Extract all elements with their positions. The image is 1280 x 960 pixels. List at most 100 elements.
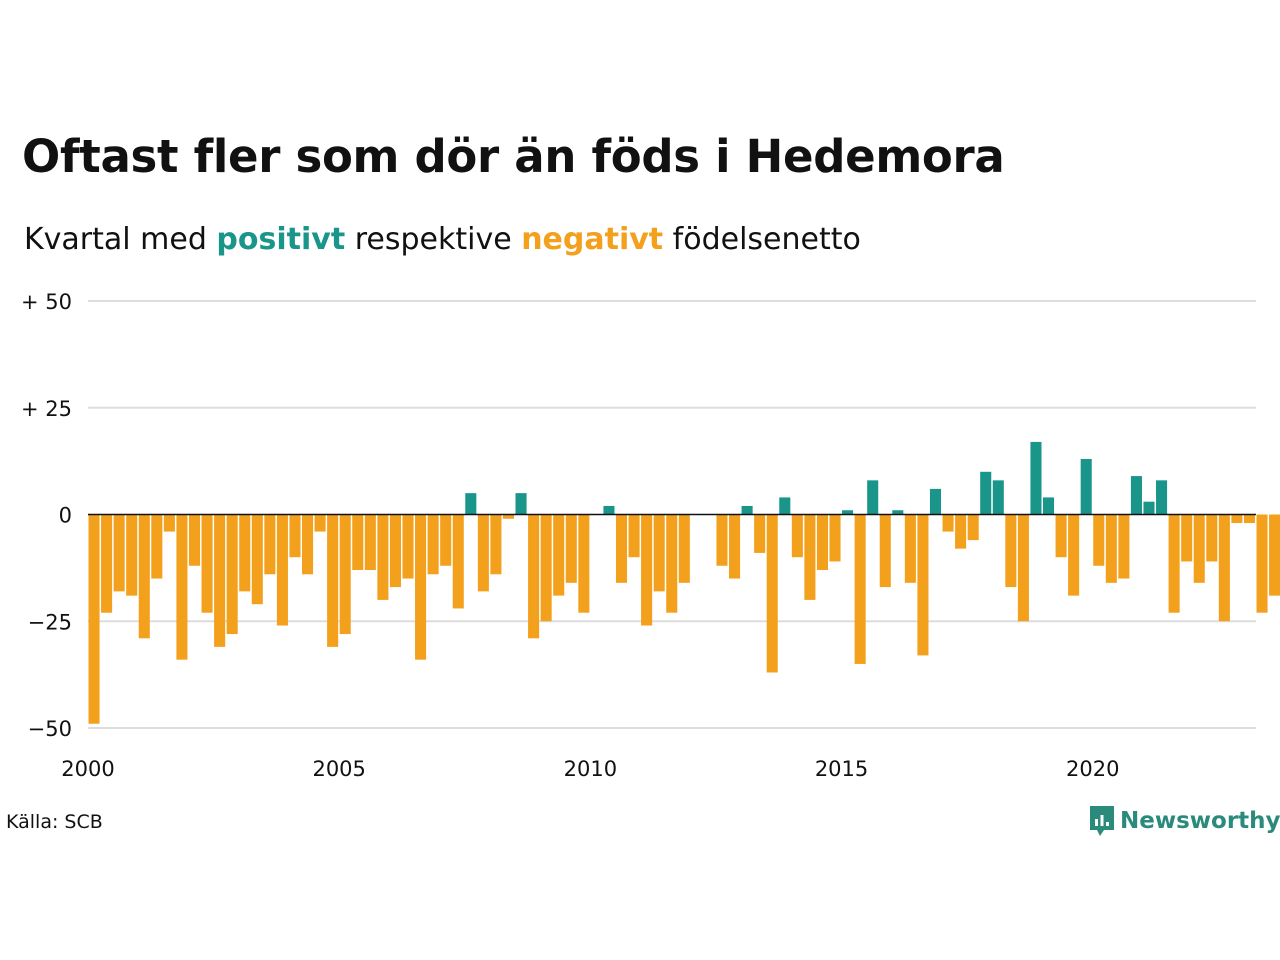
bar xyxy=(1093,514,1105,566)
bar-chart: + 50 + 25 0 −25 −50 2000 2005 2010 2015 2020 xyxy=(21,290,1280,781)
bar xyxy=(791,514,803,558)
bar xyxy=(779,497,791,515)
bar xyxy=(402,514,414,579)
bar xyxy=(1005,514,1017,588)
bar xyxy=(515,493,527,515)
bar xyxy=(628,514,640,558)
bar xyxy=(427,514,439,575)
x-tick-label: 2010 xyxy=(564,757,617,781)
bar xyxy=(904,514,916,583)
bar xyxy=(729,514,741,579)
bar xyxy=(1017,514,1029,622)
y-tick-label: −25 xyxy=(28,610,72,634)
bar xyxy=(502,514,515,519)
bar xyxy=(754,514,766,553)
bar xyxy=(553,514,565,596)
bar xyxy=(415,514,427,660)
bar xyxy=(201,514,213,613)
bar xyxy=(452,514,464,609)
bar xyxy=(490,514,502,575)
x-tick-label: 2000 xyxy=(61,757,114,781)
bar xyxy=(1243,514,1255,524)
chart-title: Oftast fler som dör än föds i Hedemora xyxy=(22,130,1005,183)
bar xyxy=(1206,514,1218,562)
bar xyxy=(766,514,778,673)
bar xyxy=(465,493,477,515)
bar xyxy=(741,505,753,515)
bar xyxy=(528,514,540,639)
newsworthy-logo-icon xyxy=(1090,806,1114,836)
bar xyxy=(276,514,288,626)
bar xyxy=(289,514,301,558)
subtitle-positive-label: positivt xyxy=(216,222,346,257)
bar xyxy=(477,514,489,592)
y-tick-label: + 25 xyxy=(21,397,72,421)
bar xyxy=(641,514,653,626)
y-tick-label: 0 xyxy=(59,504,72,528)
bar xyxy=(1218,514,1230,622)
bar xyxy=(1030,441,1042,515)
y-tick-label: + 50 xyxy=(21,290,72,314)
bar xyxy=(816,514,828,571)
bar xyxy=(1156,480,1168,515)
bar xyxy=(892,510,904,515)
x-tick-label: 2015 xyxy=(815,757,868,781)
bar xyxy=(113,514,125,592)
brand-name: Newsworthy xyxy=(1120,808,1280,834)
bar xyxy=(578,514,590,613)
bar xyxy=(854,514,866,664)
bar xyxy=(1118,514,1130,579)
bar xyxy=(1181,514,1193,562)
bar xyxy=(678,514,690,583)
bar xyxy=(151,514,163,579)
bar xyxy=(188,514,201,566)
chart-subtitle: Kvartal med positivt respektive negativt… xyxy=(24,222,861,257)
bar xyxy=(842,510,854,515)
bar xyxy=(314,514,326,532)
bar xyxy=(389,514,401,588)
x-tick-label: 2005 xyxy=(312,757,365,781)
bar xyxy=(615,514,628,583)
subtitle-negative-label: negativt xyxy=(521,222,664,257)
bar xyxy=(1256,514,1268,613)
bar xyxy=(1231,514,1243,524)
bar xyxy=(565,514,577,583)
bar xyxy=(967,514,979,541)
bar xyxy=(804,514,816,600)
bar xyxy=(339,514,351,635)
bar xyxy=(666,514,678,613)
x-axis-labels: 2000 2005 2010 2015 2020 xyxy=(61,757,1119,781)
bar xyxy=(440,514,452,566)
bar xyxy=(126,514,138,596)
bar xyxy=(364,514,376,571)
bar xyxy=(1143,501,1155,515)
subtitle-middle: respektive xyxy=(345,222,522,257)
bars xyxy=(88,441,1280,724)
bar xyxy=(1068,514,1080,596)
bar xyxy=(239,514,251,592)
bar xyxy=(829,514,841,562)
bar xyxy=(352,514,364,571)
bar xyxy=(1080,458,1092,515)
subtitle-prefix: Kvartal med xyxy=(24,222,217,257)
bar xyxy=(264,514,276,575)
bar xyxy=(653,514,665,592)
bar xyxy=(929,488,942,515)
bar xyxy=(88,514,100,724)
bar xyxy=(138,514,150,639)
y-axis-labels: + 50 + 25 0 −25 −50 xyxy=(21,290,72,741)
bar xyxy=(992,480,1004,515)
bar xyxy=(1055,514,1067,558)
bar xyxy=(226,514,238,635)
bar xyxy=(1105,514,1117,583)
y-tick-label: −50 xyxy=(28,717,72,741)
bar xyxy=(917,514,929,656)
bar xyxy=(327,514,339,647)
bar xyxy=(867,480,879,515)
bar xyxy=(302,514,314,575)
x-tick-label: 2020 xyxy=(1066,757,1119,781)
bar xyxy=(955,514,967,549)
bar xyxy=(1042,497,1055,515)
bar xyxy=(176,514,188,660)
source-note: Källa: SCB xyxy=(6,811,103,833)
